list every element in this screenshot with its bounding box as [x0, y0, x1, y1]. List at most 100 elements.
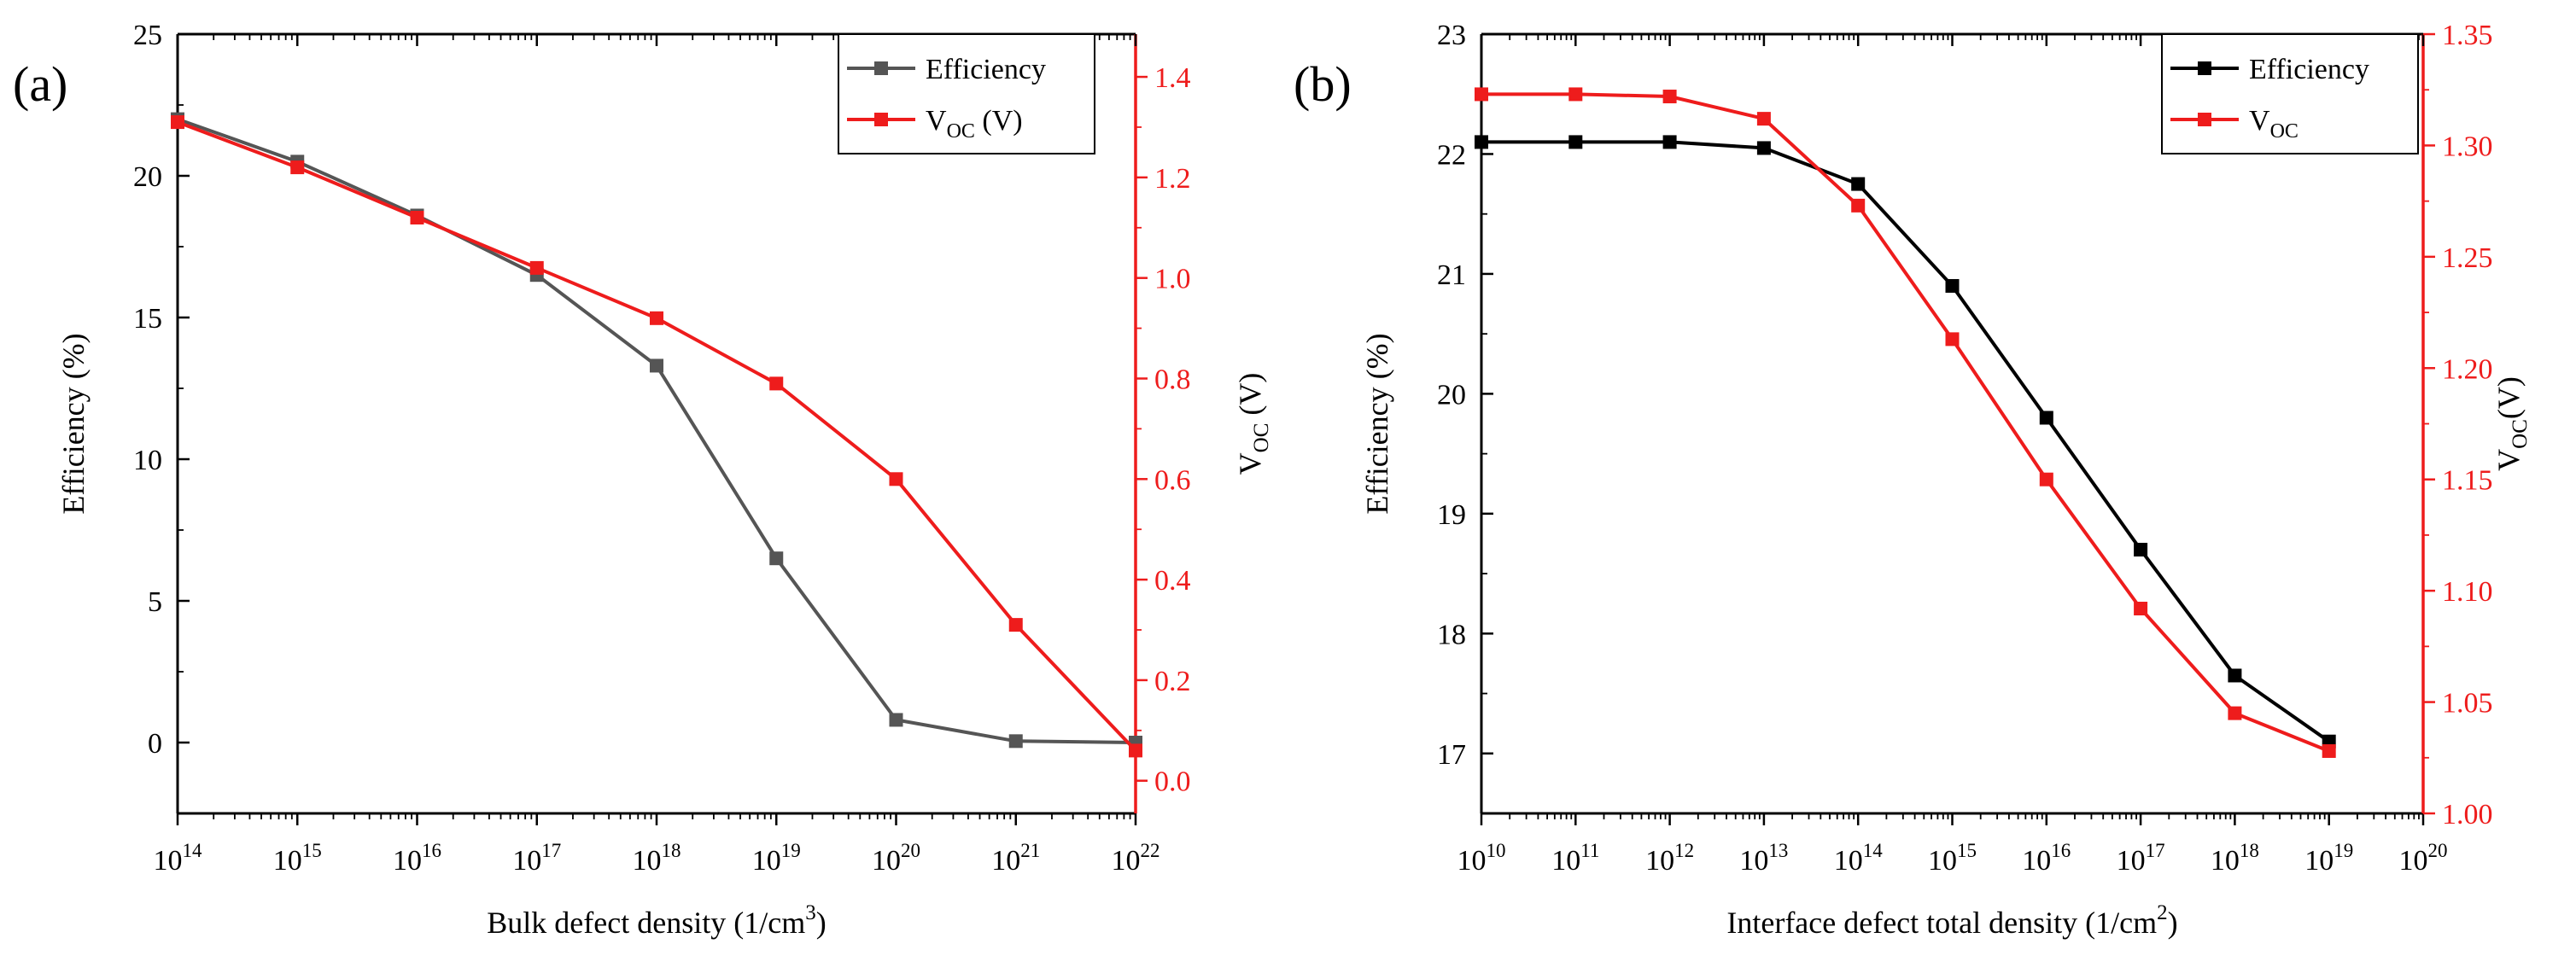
x-tick-label: 1013	[1739, 840, 1788, 877]
data-point-efficiency	[1851, 177, 1866, 191]
legend: Efficiency VOC (V)	[838, 33, 1095, 154]
y-right-tick-label: 1.35	[2442, 20, 2493, 51]
x-axis-title: Bulk defect density (1/cm3)	[487, 901, 826, 940]
y-left-tick-label: 10	[133, 445, 162, 476]
data-point-voc	[2322, 743, 2336, 758]
data-point-efficiency	[1475, 135, 1488, 149]
x-tick-label: 1018	[2211, 840, 2259, 877]
data-point-voc	[2228, 706, 2242, 720]
y-right-tick-label: 0.4	[1154, 565, 1191, 597]
legend-label: Efficiency	[926, 54, 1046, 85]
data-point-efficiency	[2039, 411, 2053, 425]
data-point-voc	[290, 160, 305, 175]
y-left-tick-label: 19	[1437, 499, 1466, 531]
x-tick-label: 1022	[1112, 840, 1160, 877]
y-right-tick-label: 0.2	[1154, 666, 1191, 697]
x-tick-label: 1020	[872, 840, 920, 877]
y-left-tick-label: 20	[133, 161, 162, 193]
data-point-voc	[2134, 602, 2148, 616]
legend-label: VOC	[2249, 105, 2299, 143]
data-point-voc	[529, 260, 544, 275]
y-left-tick-label: 20	[1437, 379, 1466, 411]
x-tick-label: 1016	[393, 840, 441, 877]
x-tick-label: 1011	[1551, 840, 1599, 877]
y-right-tick-label: 1.05	[2442, 688, 2493, 720]
x-tick-label: 1014	[1834, 840, 1884, 877]
panel-label: (b)	[1294, 56, 1352, 112]
x-tick-label: 1015	[1928, 840, 1977, 877]
data-point-voc	[1756, 112, 1771, 126]
series-line-voc	[1481, 92, 2330, 753]
x-tick-label: 1021	[991, 840, 1040, 877]
x-axis-title: Interface defect total density (1/cm2)	[1726, 901, 2177, 940]
chart-panel-a: (a)1014 1015 1016 1017 1018 1019 1020 1021 1022B…	[13, 20, 1273, 940]
legend-label: Efficiency	[2249, 54, 2369, 85]
y-right-tick-label: 0.8	[1154, 364, 1191, 395]
y-left-tick-label: 18	[1437, 619, 1466, 650]
x-tick-label: 1017	[2117, 840, 2165, 877]
data-point-efficiency	[650, 358, 663, 373]
series-line-efficiency	[1481, 140, 2330, 743]
x-tick-label: 1018	[633, 840, 681, 877]
y-right-axis-title: VOC(V)	[2491, 376, 2532, 471]
x-tick-label: 1015	[273, 840, 322, 877]
y-left-tick-label: 17	[1437, 739, 1466, 771]
y-left-tick-label: 25	[133, 20, 162, 51]
data-point-efficiency	[1945, 278, 1960, 293]
y-right-tick-label: 1.4	[1154, 62, 1191, 94]
data-point-voc	[1129, 743, 1142, 758]
data-point-efficiency	[889, 713, 903, 727]
x-tick-label: 1017	[512, 840, 561, 877]
x-tick-label: 1019	[2304, 840, 2353, 877]
series-line-efficiency	[177, 117, 1136, 744]
x-tick-label: 1020	[2399, 840, 2448, 877]
data-point-voc	[1568, 87, 1583, 102]
data-point-voc	[171, 115, 184, 130]
data-point-voc	[410, 210, 424, 224]
y-left-tick-label: 23	[1437, 20, 1466, 51]
y-left-tick-label: 5	[148, 586, 162, 618]
y-right-tick-label: 0.6	[1154, 464, 1191, 496]
y-right-tick-label: 1.10	[2442, 576, 2493, 608]
y-right-tick-label: 1.2	[1154, 163, 1191, 195]
y-right-tick-label: 1.0	[1154, 264, 1191, 295]
y-right-tick-label: 1.30	[2442, 131, 2493, 162]
data-point-voc	[1945, 332, 1960, 347]
x-tick-label: 1016	[2022, 840, 2071, 877]
y-right-tick-label: 0.0	[1154, 766, 1191, 798]
data-point-voc	[769, 376, 784, 391]
data-point-efficiency	[2228, 668, 2242, 683]
legend-marker	[874, 61, 888, 75]
y-right-tick-label: 1.15	[2442, 465, 2493, 497]
legend-box	[2161, 33, 2419, 154]
chart-panel-b: (b) 1010 1011 1012 1013 1014 1015 1016 1017 1018 1…	[1294, 20, 2532, 940]
data-point-voc	[1851, 198, 1866, 213]
data-point-voc	[1475, 87, 1488, 102]
y-right-tick-label: 1.20	[2442, 353, 2493, 385]
y-left-tick-label: 0	[148, 728, 162, 760]
y-left-tick-label: 21	[1437, 259, 1466, 291]
panel-label: (a)	[13, 56, 67, 112]
legend-label: VOC (V)	[926, 105, 1023, 143]
legend-box	[838, 33, 1095, 154]
x-tick-label: 1010	[1457, 840, 1506, 877]
legend: Efficiency VOC	[2161, 33, 2419, 154]
data-point-voc	[2039, 472, 2053, 486]
y-left-tick-label: 15	[133, 303, 162, 335]
data-point-efficiency	[1568, 135, 1583, 149]
legend-marker	[874, 113, 888, 126]
data-point-efficiency	[2134, 542, 2148, 556]
data-point-efficiency	[769, 551, 784, 566]
series-line-voc	[177, 120, 1137, 752]
y-right-tick-label: 1.00	[2442, 799, 2493, 830]
data-point-efficiency	[1008, 734, 1023, 749]
y-left-axis-title: Efficiency (%)	[1360, 333, 1394, 514]
data-point-efficiency	[1662, 135, 1677, 149]
data-point-efficiency	[1756, 141, 1771, 155]
x-tick-label: 1019	[752, 840, 801, 877]
data-point-voc	[1662, 90, 1677, 104]
data-point-voc	[889, 472, 903, 486]
data-point-voc	[650, 311, 663, 325]
legend-marker	[2198, 61, 2211, 75]
